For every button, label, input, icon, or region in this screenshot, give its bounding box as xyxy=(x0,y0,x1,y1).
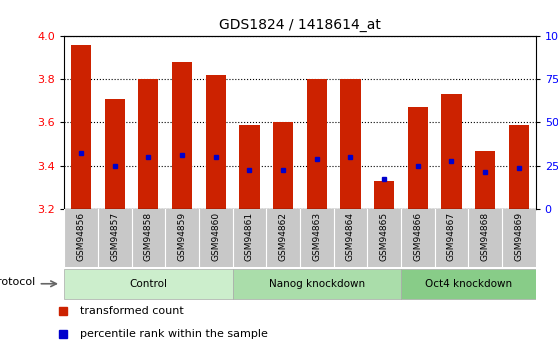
Text: GSM94859: GSM94859 xyxy=(177,211,186,261)
Text: Oct4 knockdown: Oct4 knockdown xyxy=(425,279,512,289)
Text: GSM94864: GSM94864 xyxy=(346,211,355,261)
Text: Control: Control xyxy=(129,279,167,289)
Bar xyxy=(205,75,226,209)
Text: GSM94868: GSM94868 xyxy=(480,211,490,261)
FancyBboxPatch shape xyxy=(401,269,536,298)
Text: protocol: protocol xyxy=(0,277,35,287)
Bar xyxy=(172,62,192,209)
FancyBboxPatch shape xyxy=(233,269,401,298)
Text: transformed count: transformed count xyxy=(80,306,184,316)
Bar xyxy=(104,99,125,209)
Text: GSM94866: GSM94866 xyxy=(413,211,422,261)
Text: GSM94856: GSM94856 xyxy=(76,211,85,261)
FancyBboxPatch shape xyxy=(64,269,233,298)
Bar xyxy=(408,107,428,209)
Bar xyxy=(475,150,496,209)
Text: percentile rank within the sample: percentile rank within the sample xyxy=(80,329,267,339)
Text: GSM94857: GSM94857 xyxy=(110,211,119,261)
Text: GSM94858: GSM94858 xyxy=(144,211,153,261)
Text: GSM94867: GSM94867 xyxy=(447,211,456,261)
Title: GDS1824 / 1418614_at: GDS1824 / 1418614_at xyxy=(219,18,381,32)
Text: GSM94863: GSM94863 xyxy=(312,211,321,261)
Text: GSM94860: GSM94860 xyxy=(211,211,220,261)
Text: GSM94869: GSM94869 xyxy=(514,211,523,261)
Bar xyxy=(509,125,529,209)
Bar xyxy=(239,125,259,209)
Text: GSM94861: GSM94861 xyxy=(245,211,254,261)
Text: GSM94865: GSM94865 xyxy=(379,211,388,261)
Bar xyxy=(71,45,91,209)
Text: Nanog knockdown: Nanog knockdown xyxy=(269,279,365,289)
Bar xyxy=(340,79,360,209)
Bar xyxy=(307,79,327,209)
Bar xyxy=(441,95,461,209)
Bar xyxy=(273,122,293,209)
Bar xyxy=(374,181,394,209)
Bar xyxy=(138,79,158,209)
Text: GSM94862: GSM94862 xyxy=(278,211,287,261)
